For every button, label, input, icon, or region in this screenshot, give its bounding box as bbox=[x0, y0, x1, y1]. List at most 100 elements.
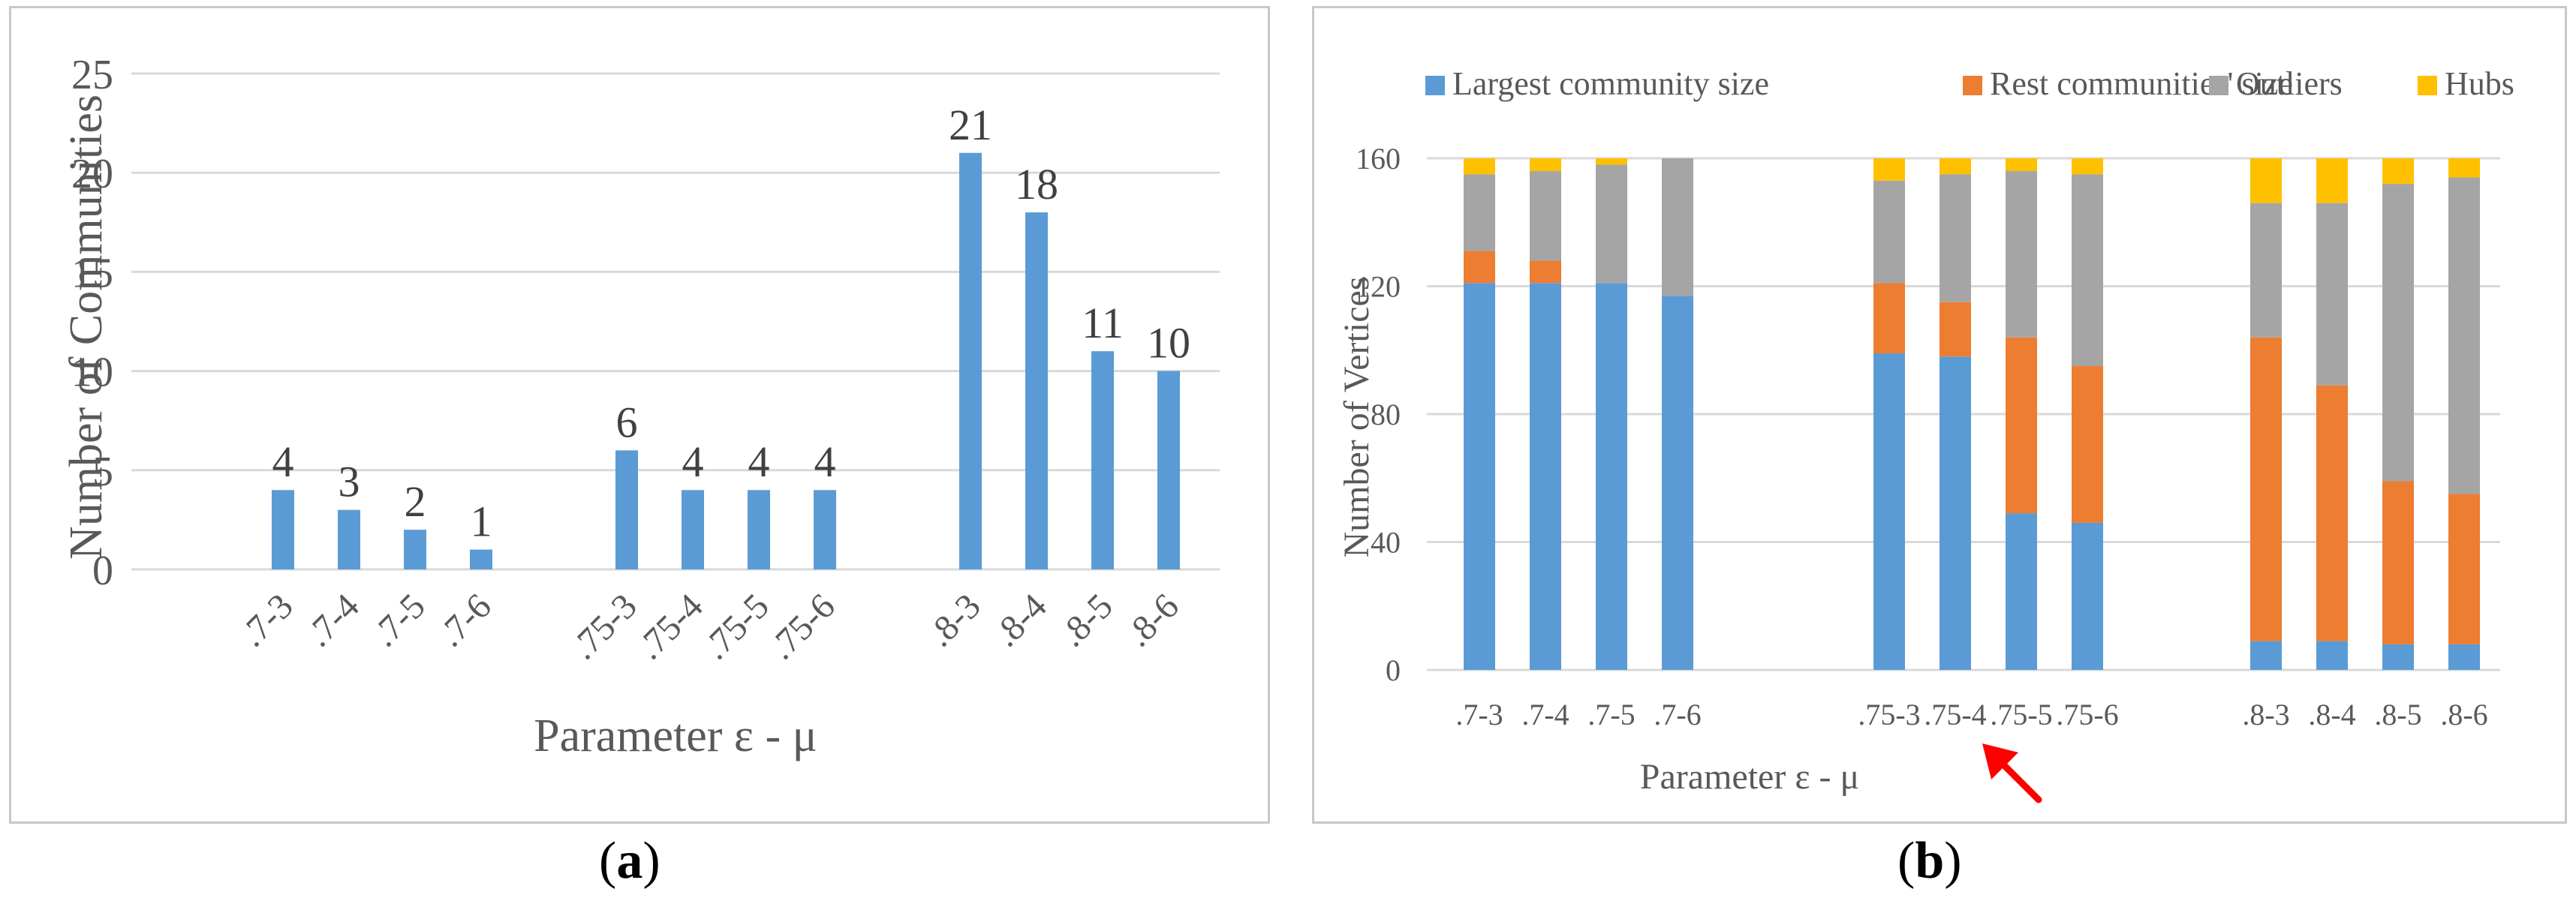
x-tick-label-b: .75-3 bbox=[1858, 698, 1920, 731]
stack-segment-b bbox=[1596, 164, 1627, 284]
y-tick-label-b: 120 bbox=[1356, 270, 1401, 304]
stack-segment-b bbox=[2250, 158, 2282, 203]
x-tick-label-b: .8-4 bbox=[2308, 698, 2355, 731]
bar-a bbox=[338, 509, 360, 569]
x-tick-label-b: .7-6 bbox=[1654, 698, 1701, 731]
caption-a: (a) bbox=[599, 832, 661, 890]
stack-segment-b bbox=[1530, 158, 1561, 172]
x-tick-label-b: .8-3 bbox=[2242, 698, 2289, 731]
stack-segment-b bbox=[2448, 158, 2480, 178]
data-label-a: 4 bbox=[814, 437, 836, 486]
stack-segment-b bbox=[1464, 251, 1495, 284]
caption-b: (b) bbox=[1897, 832, 1962, 890]
stack-segment-b bbox=[1596, 283, 1627, 670]
stack-segment-b bbox=[1873, 283, 1905, 354]
stack-segment-b bbox=[2316, 385, 2348, 641]
data-label-a: 1 bbox=[471, 497, 492, 546]
bar-a bbox=[748, 490, 770, 569]
x-tick-label-b: .75-5 bbox=[1990, 698, 2052, 731]
y-tick-label-a: 15 bbox=[71, 250, 113, 296]
y-tick-label-a: 5 bbox=[92, 449, 113, 495]
stack-segment-b bbox=[2006, 513, 2037, 670]
stack-segment-b bbox=[1530, 283, 1561, 670]
stack-segment-b bbox=[1873, 180, 1905, 284]
bar-a bbox=[1091, 351, 1114, 569]
chart-b-svg: 04080120160.7-3.7-4.7-5.7-6.75-3.75-4.75… bbox=[1337, 65, 2514, 803]
stack-segment-b bbox=[2448, 177, 2480, 494]
stack-segment-b bbox=[1940, 174, 1971, 302]
stack-segment-b bbox=[1940, 158, 1971, 175]
stack-segment-b bbox=[1530, 171, 1561, 261]
data-label-a: 18 bbox=[1015, 160, 1058, 209]
stack-segment-b bbox=[2382, 644, 2414, 670]
x-tick-label-a: .7-5 bbox=[365, 586, 433, 654]
stack-segment-b bbox=[2448, 644, 2480, 670]
data-label-a: 4 bbox=[272, 437, 294, 486]
bar-a bbox=[1157, 371, 1180, 569]
y-tick-label-b: 40 bbox=[1371, 526, 1401, 560]
legend-label-b: Largest community size bbox=[1452, 65, 1769, 102]
legend-swatch-b bbox=[1425, 76, 1445, 95]
stack-segment-b bbox=[2072, 174, 2103, 367]
x-tick-label-a: .7-3 bbox=[233, 586, 301, 654]
legend-label-b: Outliers bbox=[2236, 65, 2343, 102]
data-label-a: 21 bbox=[949, 101, 992, 149]
stack-segment-b bbox=[1873, 353, 1905, 670]
legend-swatch-b bbox=[1963, 76, 1982, 95]
stack-segment-b bbox=[1662, 296, 1693, 670]
x-tick-label-b: .7-5 bbox=[1587, 698, 1635, 731]
stack-segment-b bbox=[1596, 158, 1627, 165]
stack-segment-b bbox=[2072, 366, 2103, 523]
bar-a bbox=[959, 152, 982, 569]
stack-segment-b bbox=[2448, 494, 2480, 644]
data-label-a: 2 bbox=[405, 477, 426, 526]
stack-segment-b bbox=[2382, 184, 2414, 482]
stack-segment-b bbox=[1464, 174, 1495, 251]
stack-segment-b bbox=[1940, 356, 1971, 670]
x-tick-label-b: .7-3 bbox=[1455, 698, 1503, 731]
stack-segment-b bbox=[1464, 283, 1495, 670]
annotation-arrow-head bbox=[1982, 743, 2018, 779]
panel-b-vertices-chart: 0 40 80 120 160.7-3.7-4.7-5.7-6.75-3.75-4.75… bbox=[1312, 6, 2567, 824]
y-axis-title-b: Number of Vertices bbox=[1337, 277, 1377, 558]
stack-segment-b bbox=[1662, 158, 1693, 296]
stack-segment-b bbox=[2006, 158, 2037, 172]
legend-label-b: Rest communities' size bbox=[1990, 65, 2293, 102]
y-tick-label-b: 160 bbox=[1356, 142, 1401, 176]
x-tick-label-a: .8-5 bbox=[1052, 586, 1121, 654]
stack-segment-b bbox=[2316, 158, 2348, 203]
x-tick-label-b: .8-6 bbox=[2440, 698, 2487, 731]
bar-a bbox=[682, 490, 704, 569]
stack-segment-b bbox=[2250, 337, 2282, 641]
y-tick-label-a: 25 bbox=[71, 52, 113, 98]
x-tick-label-b: .7-4 bbox=[1521, 698, 1569, 731]
x-tick-label-b: .8-5 bbox=[2374, 698, 2421, 731]
panel-a-communities-chart: 0 5 10 15 20 25 4 .7-3 3 .7-4 2 .7-5 1 .7-6 6 .75-3 4 .75… bbox=[9, 6, 1270, 824]
x-tick-label-a: .8-4 bbox=[986, 586, 1055, 654]
data-label-a: 4 bbox=[682, 437, 704, 486]
stack-segment-b bbox=[1530, 260, 1561, 284]
x-tick-label-a: .7-6 bbox=[431, 586, 499, 654]
data-label-a: 6 bbox=[616, 398, 638, 446]
legend-swatch-b bbox=[2209, 76, 2228, 95]
y-axis-title-a: Number of Communities bbox=[61, 95, 112, 560]
stack-segment-b bbox=[2006, 171, 2037, 338]
y-tick-label-a: 10 bbox=[71, 350, 113, 396]
stack-segment-b bbox=[2316, 641, 2348, 670]
stack-segment-b bbox=[1464, 158, 1495, 175]
chart-a-svg: 0 5 10 15 20 25 4 .7-3 3 .7-4 2 .7-5 1 .7-6 6 .75-3 4 .75… bbox=[61, 52, 1220, 761]
x-axis-title-b: Parameter ε - μ bbox=[1640, 757, 1859, 797]
bar-a bbox=[615, 450, 638, 569]
stack-segment-b bbox=[2250, 203, 2282, 338]
x-tick-label-a: .8-3 bbox=[920, 586, 989, 654]
data-label-a: 4 bbox=[748, 437, 770, 486]
x-axis-title-a: Parameter ε - μ bbox=[534, 710, 817, 761]
x-tick-label-a: .75-5 bbox=[696, 586, 777, 667]
y-tick-label-b: 0 bbox=[1386, 653, 1401, 687]
stack-segment-b bbox=[2250, 641, 2282, 670]
bar-a bbox=[814, 490, 836, 569]
x-tick-label-a: .75-6 bbox=[762, 586, 843, 667]
stack-segment-b bbox=[2382, 158, 2414, 185]
data-label-a: 11 bbox=[1082, 299, 1124, 347]
stack-segment-b bbox=[2006, 337, 2037, 514]
